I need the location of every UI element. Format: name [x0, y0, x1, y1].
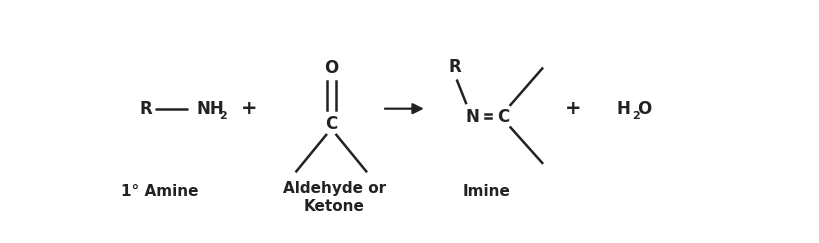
Text: 2: 2 — [631, 111, 639, 121]
Text: N: N — [465, 108, 479, 126]
Text: O: O — [636, 100, 650, 118]
Text: NH: NH — [197, 100, 224, 118]
Text: C: C — [325, 115, 337, 133]
Text: Imine: Imine — [463, 184, 510, 200]
Text: H: H — [616, 100, 630, 118]
Text: C: C — [496, 108, 509, 126]
Text: 2: 2 — [219, 111, 226, 121]
Text: O: O — [324, 59, 338, 77]
Text: Aldehyde or
Ketone: Aldehyde or Ketone — [283, 181, 386, 214]
Text: +: + — [240, 99, 256, 118]
Text: R: R — [139, 100, 152, 118]
Text: +: + — [563, 99, 581, 118]
Text: 1° Amine: 1° Amine — [120, 184, 198, 200]
Text: R: R — [448, 58, 460, 76]
